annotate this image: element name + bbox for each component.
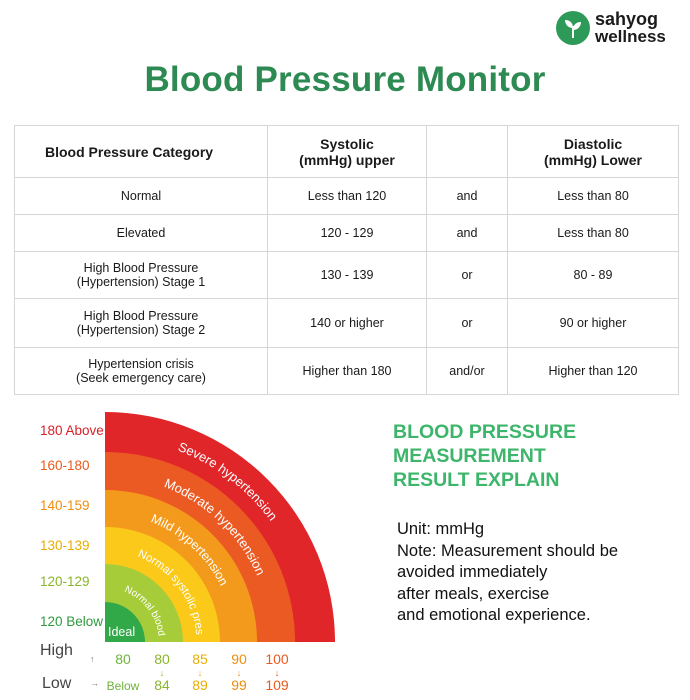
table-row: High Blood Pressure (Hypertension) Stage… bbox=[14, 251, 679, 299]
low-value-3: 99 bbox=[231, 677, 247, 693]
category-line2: (Seek emergency care) bbox=[76, 371, 206, 385]
cell-connector: or bbox=[426, 298, 508, 348]
category-line2: (Hypertension) Stage 2 bbox=[76, 323, 206, 337]
range-label-4: 120-129 bbox=[40, 574, 90, 589]
explain-title-line1: BLOOD PRESSURE bbox=[393, 421, 577, 443]
header-diastolic-line2: (mmHg) Lower bbox=[544, 151, 642, 168]
down-arrow-icon: ↓ bbox=[198, 668, 203, 678]
cell-category: Normal bbox=[14, 177, 268, 215]
cell-connector: and bbox=[426, 177, 508, 215]
cell-diastolic: Higher than 120 bbox=[507, 347, 679, 395]
cell-connector: and/or bbox=[426, 347, 508, 395]
cell-systolic: 120 - 129 bbox=[267, 214, 427, 252]
high-arrow-icon: ↑ bbox=[90, 654, 95, 664]
category-line1: Hypertension crisis bbox=[88, 357, 194, 371]
cell-systolic: 130 - 139 bbox=[267, 251, 427, 299]
gauge-band-5 bbox=[105, 602, 145, 642]
cell-diastolic: Less than 80 bbox=[507, 214, 679, 252]
cell-systolic: Higher than 180 bbox=[267, 347, 427, 395]
header-connector bbox=[426, 125, 508, 178]
category-line1: High Blood Pressure bbox=[83, 261, 199, 275]
low-value-0: Below bbox=[107, 679, 140, 693]
high-value-2: 85 bbox=[192, 651, 208, 667]
table-row: High Blood Pressure (Hypertension) Stage… bbox=[14, 298, 679, 348]
cell-diastolic: 80 - 89 bbox=[507, 251, 679, 299]
brand-logo: sahyog wellness bbox=[556, 10, 666, 46]
explain-title: BLOOD PRESSURE MEASUREMENT RESULT EXPLAI… bbox=[393, 420, 576, 492]
header-diastolic: Diastolic (mmHg) Lower bbox=[507, 125, 679, 178]
table-header-row: Blood Pressure Category Systolic (mmHg) … bbox=[14, 125, 679, 178]
note-line3: after meals, exercise bbox=[397, 584, 550, 603]
unit-text: Unit: mmHg bbox=[397, 520, 485, 538]
range-label-5: 120 Below bbox=[40, 614, 103, 629]
bp-category-table: Blood Pressure Category Systolic (mmHg) … bbox=[14, 125, 679, 395]
high-value-1: 80 bbox=[154, 651, 170, 667]
down-arrow-icon: ↓ bbox=[160, 668, 165, 678]
range-label-1: 160-180 bbox=[40, 458, 90, 473]
high-value-3: 90 bbox=[231, 651, 247, 667]
low-value-1: 84 bbox=[154, 677, 170, 693]
note-line4: and emotional experience. bbox=[397, 606, 591, 624]
ideal-label: Ideal bbox=[108, 625, 135, 639]
header-systolic: Systolic (mmHg) upper bbox=[267, 125, 427, 178]
low-value-4: 109 bbox=[265, 677, 289, 693]
cell-category: Hypertension crisis (Seek emergency care… bbox=[14, 347, 268, 395]
low-label: Low bbox=[42, 675, 72, 692]
leaf-icon bbox=[556, 11, 590, 45]
category-line1: Elevated bbox=[116, 226, 166, 240]
explain-notes: Unit: mmHg Note: Measurement should be a… bbox=[397, 519, 618, 627]
header-systolic-line2: (mmHg) upper bbox=[299, 151, 395, 168]
cell-diastolic: Less than 80 bbox=[507, 177, 679, 215]
cell-category: High Blood Pressure (Hypertension) Stage… bbox=[14, 298, 268, 348]
down-arrow-icon: ↓ bbox=[237, 668, 242, 678]
down-arrow-icon: ↓ bbox=[275, 668, 280, 678]
high-value-0: 80 bbox=[115, 651, 131, 667]
explain-title-line3: RESULT EXPLAIN bbox=[393, 469, 560, 491]
brand-name-line1: sahyog bbox=[595, 9, 659, 29]
explain-title-line2: MEASUREMENT bbox=[393, 445, 546, 467]
page-title: Blood Pressure Monitor bbox=[144, 60, 546, 99]
low-value-2: 89 bbox=[192, 677, 208, 693]
cell-systolic: 140 or higher bbox=[267, 298, 427, 348]
range-label-2: 140-159 bbox=[40, 498, 90, 513]
note-line2: avoided immediately bbox=[397, 563, 548, 581]
range-label-0: 180 Above bbox=[40, 423, 104, 438]
cell-connector: and bbox=[426, 214, 508, 252]
brand-name-line2: wellness bbox=[595, 27, 666, 46]
cell-connector: or bbox=[426, 251, 508, 299]
high-label: High bbox=[40, 642, 73, 659]
category-line1: Normal bbox=[120, 189, 162, 203]
range-label-3: 130-139 bbox=[40, 538, 90, 553]
category-line1: High Blood Pressure bbox=[83, 309, 199, 323]
cell-category: High Blood Pressure (Hypertension) Stage… bbox=[14, 251, 268, 299]
table-row: Elevated 120 - 129 and Less than 80 bbox=[14, 214, 679, 252]
note-line1: Note: Measurement should be bbox=[397, 541, 619, 560]
table-row: Hypertension crisis (Seek emergency care… bbox=[14, 347, 679, 395]
high-value-4: 100 bbox=[265, 651, 289, 667]
cell-systolic: Less than 120 bbox=[267, 177, 427, 215]
header-systolic-line1: Systolic bbox=[320, 135, 374, 152]
cell-category: Elevated bbox=[14, 214, 268, 252]
low-arrow-icon: → bbox=[90, 678, 99, 688]
header-category: Blood Pressure Category bbox=[14, 125, 268, 178]
category-line2: (Hypertension) Stage 1 bbox=[76, 275, 206, 289]
header-diastolic-line1: Diastolic bbox=[563, 135, 623, 152]
cell-diastolic: 90 or higher bbox=[507, 298, 679, 348]
table-row: Normal Less than 120 and Less than 80 bbox=[14, 177, 679, 215]
